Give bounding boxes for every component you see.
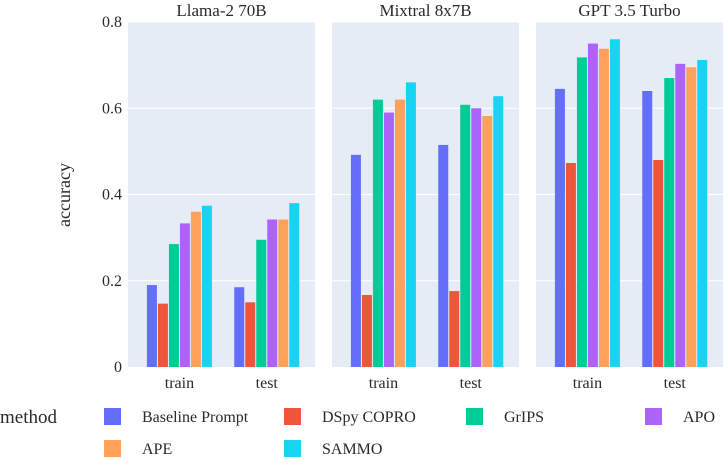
chart-panels: Llama-2 70B train test Mixtral 8x7B train tes… <box>128 1 723 392</box>
bar-apo-train <box>587 43 598 367</box>
panel-1: Mixtral 8x7B train test <box>332 1 519 392</box>
x-tick-label: train <box>369 375 398 392</box>
bar-baseline-prompt-test <box>642 91 653 367</box>
bar-sammo-train <box>405 82 416 367</box>
bar-baseline-prompt-train <box>146 285 157 367</box>
bar-apo-train <box>179 223 190 367</box>
legend-label: DSpy COPRO <box>322 409 416 426</box>
bar-ape-train <box>190 211 201 367</box>
bar-apo-test <box>675 63 686 368</box>
bar-baseline-prompt-test <box>438 144 449 367</box>
y-axis-ticks: 0 0.2 0.4 0.6 0.8 <box>102 14 122 376</box>
bar-sammo-test <box>697 59 708 367</box>
panel-title: Llama-2 70B <box>176 1 266 20</box>
bar-ape-train <box>394 99 405 367</box>
y-tick-label: 0 <box>114 359 122 376</box>
x-tick-label: test <box>664 375 687 392</box>
legend-label: SAMMO <box>322 441 382 458</box>
legend-item-grips: GrIPS <box>466 408 544 426</box>
bar-ape-train <box>598 48 609 368</box>
bar-baseline-prompt-train <box>554 88 565 367</box>
legend-title: method <box>0 407 57 428</box>
bar-sammo-test <box>493 96 504 368</box>
bar-baseline-prompt-test <box>234 287 245 367</box>
bar-grips-train <box>372 99 383 367</box>
legend-swatch <box>104 408 121 425</box>
bar-dspy-copro-test <box>653 160 664 367</box>
y-tick-label: 0.6 <box>102 100 122 117</box>
bar-dspy-copro-test <box>245 302 256 367</box>
legend-item-sammo: SAMMO <box>284 440 382 458</box>
legend-label: APO <box>683 409 715 426</box>
bar-grips-train <box>168 244 179 367</box>
bar-sammo-train <box>201 205 212 367</box>
legend-item-baseline-prompt: Baseline Prompt <box>104 408 249 426</box>
legend-label: Baseline Prompt <box>142 409 249 426</box>
y-tick-label: 0.8 <box>102 14 122 31</box>
bar-apo-train <box>383 112 394 367</box>
x-tick-label: train <box>573 375 602 392</box>
y-tick-label: 0.4 <box>102 187 122 204</box>
bar-ape-test <box>278 219 289 367</box>
bar-grips-test <box>664 78 675 367</box>
legend-label: APE <box>142 441 172 458</box>
x-tick-label: test <box>460 375 483 392</box>
bar-apo-test <box>267 219 278 367</box>
bar-grips-train <box>576 57 587 368</box>
legend-swatch <box>466 408 483 425</box>
legend-item-ape: APE <box>104 440 172 458</box>
bar-dspy-copro-test <box>449 291 460 367</box>
legend-swatch <box>284 440 301 457</box>
legend-item-dspy-copro: DSpy COPRO <box>284 408 416 426</box>
x-tick-label: train <box>165 375 194 392</box>
panel-2: GPT 3.5 Turbo train test <box>536 1 723 392</box>
panel-title: GPT 3.5 Turbo <box>578 1 680 20</box>
bar-grips-test <box>256 239 267 367</box>
panel-title: Mixtral 8x7B <box>379 1 471 20</box>
legend-swatch <box>284 408 301 425</box>
legend: method Baseline Prompt DSpy COPRO GrIPS APO… <box>0 407 715 458</box>
bar-sammo-train <box>609 39 620 367</box>
bar-apo-test <box>471 108 482 367</box>
legend-swatch <box>104 440 121 457</box>
bar-grips-test <box>460 104 471 368</box>
y-axis-label: accuracy <box>54 163 74 227</box>
bar-ape-test <box>482 116 493 367</box>
bar-dspy-copro-train <box>157 303 168 367</box>
legend-label: GrIPS <box>504 409 544 426</box>
bar-sammo-test <box>289 203 300 367</box>
x-tick-label: test <box>256 375 279 392</box>
bar-dspy-copro-train <box>565 163 576 367</box>
legend-swatch <box>645 408 662 425</box>
legend-item-apo: APO <box>645 408 715 426</box>
panel-0: Llama-2 70B train test <box>128 1 315 392</box>
bar-dspy-copro-train <box>361 294 372 367</box>
bar-ape-test <box>686 67 697 367</box>
y-tick-label: 0.2 <box>102 273 122 290</box>
bar-baseline-prompt-train <box>350 154 361 367</box>
